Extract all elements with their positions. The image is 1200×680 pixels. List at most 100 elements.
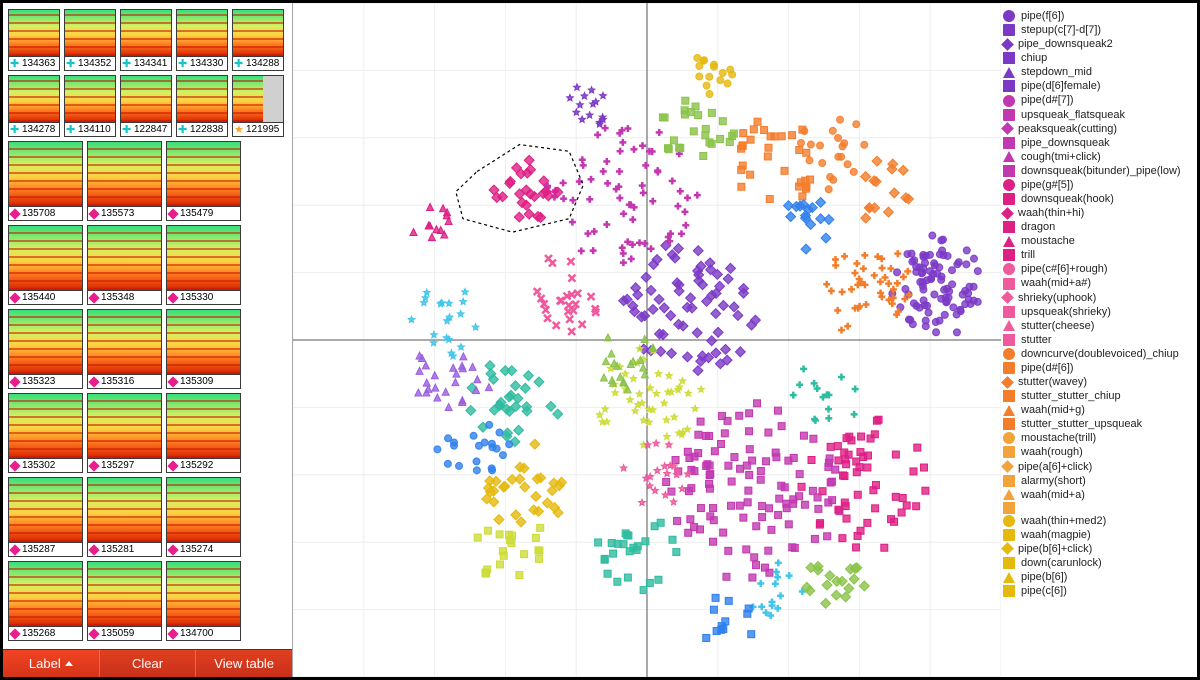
thumbnail-label: 135309 (167, 374, 240, 388)
legend-item[interactable]: down(carunlock) (1003, 556, 1193, 570)
thumbnail-marker-icon (66, 59, 76, 69)
thumbnail[interactable]: 134363 (8, 9, 60, 71)
spectrogram-icon (65, 10, 115, 56)
legend-label: pipe_downsqueak2 (1018, 37, 1113, 51)
legend-item[interactable]: pipe(c[6]) (1003, 584, 1193, 598)
legend-item[interactable]: stutter (1003, 333, 1193, 347)
legend-item[interactable]: pipe(d[6]female) (1003, 79, 1193, 93)
legend-swatch-icon (1001, 122, 1014, 135)
legend-item[interactable]: pipe_downsqueak (1003, 136, 1193, 150)
thumbnail[interactable]: 135302 (8, 393, 83, 473)
thumbnail-label: 135274 (167, 542, 240, 556)
legend-item[interactable]: pipe(d#[7]) (1003, 93, 1193, 107)
thumbnail[interactable]: 135309 (166, 309, 241, 389)
legend-label: peaksqueak(cutting) (1018, 122, 1117, 136)
legend-panel[interactable]: pipe(f[6])stepup(c[7]-d[7])pipe_downsque… (1001, 3, 1197, 677)
legend-item[interactable]: moustache (1003, 234, 1193, 248)
thumbnail[interactable]: 135281 (87, 477, 162, 557)
thumbnail[interactable]: 134330 (176, 9, 228, 71)
legend-item[interactable]: pipe(c#[6]+rough) (1003, 262, 1193, 276)
spectrogram-icon (88, 310, 161, 374)
legend-item[interactable]: waah(thin+hi) (1003, 206, 1193, 220)
thumbnail[interactable]: 135348 (87, 225, 162, 305)
thumbnail[interactable]: 135297 (87, 393, 162, 473)
thumbnail[interactable]: 135330 (166, 225, 241, 305)
legend-item[interactable]: dragon (1003, 220, 1193, 234)
thumbnail[interactable]: 135479 (166, 141, 241, 221)
thumbnail-id: 135281 (101, 544, 134, 555)
legend-item[interactable]: moustache(trill) (1003, 431, 1193, 445)
thumbnail[interactable]: 135573 (87, 141, 162, 221)
legend-item[interactable]: pipe(a[6]+click) (1003, 460, 1193, 474)
legend-item[interactable]: waah(mid+a#) (1003, 276, 1193, 290)
view-table-button[interactable]: View table (196, 650, 292, 677)
legend-item[interactable] (1003, 502, 1193, 514)
legend-item[interactable]: shrieky(uphook) (1003, 291, 1193, 305)
legend-item[interactable]: stepup(c[7]-d[7]) (1003, 23, 1193, 37)
legend-item[interactable]: trill (1003, 248, 1193, 262)
legend-item[interactable]: pipe(f[6]) (1003, 9, 1193, 23)
legend-item[interactable]: stutter(wavey) (1003, 375, 1193, 389)
label-button[interactable]: Label (3, 650, 100, 677)
legend-item[interactable]: upsqueak(shrieky) (1003, 305, 1193, 319)
legend-item[interactable]: pipe(b[6]+click) (1003, 542, 1193, 556)
legend-item[interactable]: chiup (1003, 51, 1193, 65)
legend-item[interactable]: waah(thin+med2) (1003, 514, 1193, 528)
thumbnail[interactable]: 122847 (120, 75, 172, 137)
thumbnail-id: 134341 (134, 58, 167, 69)
thumbnail[interactable]: 121995 (232, 75, 284, 137)
legend-label: pipe(f[6]) (1021, 9, 1064, 23)
legend-label: upsqueak(shrieky) (1021, 305, 1111, 319)
thumbnail[interactable]: 135059 (87, 561, 162, 641)
thumbnail-marker-icon (167, 376, 178, 387)
legend-item[interactable]: upsqueak_flatsqueak (1003, 108, 1193, 122)
thumbnail[interactable]: 135316 (87, 309, 162, 389)
legend-item[interactable]: peaksqueak(cutting) (1003, 122, 1193, 136)
scatter-plot[interactable] (293, 3, 1001, 677)
legend-item[interactable]: cough(tmi+click) (1003, 150, 1193, 164)
thumbnail-marker-icon (167, 292, 178, 303)
thumbnail-marker-icon (9, 460, 20, 471)
thumbnail[interactable]: 135287 (8, 477, 83, 557)
legend-item[interactable]: downcurve(doublevoiced)_chiup (1003, 347, 1193, 361)
thumbnail[interactable]: 135323 (8, 309, 83, 389)
thumbnail[interactable]: 135268 (8, 561, 83, 641)
legend-item[interactable]: alarmy(short) (1003, 474, 1193, 488)
thumbnail[interactable]: 134110 (64, 75, 116, 137)
thumbnail[interactable]: 122838 (176, 75, 228, 137)
spectrogram-icon (88, 142, 161, 206)
legend-swatch-icon (1003, 151, 1015, 162)
legend-item[interactable]: stutter_stutter_upsqueak (1003, 417, 1193, 431)
legend-item[interactable]: waah(mid+a) (1003, 488, 1193, 502)
thumbnail-gallery[interactable]: 134363134352 134341 134330 134288 1342781341… (3, 3, 292, 649)
legend-item[interactable]: waah(mid+g) (1003, 403, 1193, 417)
spectrogram-icon (9, 478, 82, 542)
thumbnail[interactable]: 135292 (166, 393, 241, 473)
legend-item[interactable]: waah(magpie) (1003, 528, 1193, 542)
thumbnail[interactable]: 134341 (120, 9, 172, 71)
legend-item[interactable]: pipe(d#[6]) (1003, 361, 1193, 375)
legend-item[interactable]: pipe(b[6]) (1003, 570, 1193, 584)
legend-item[interactable]: downsqueak(bitunder)_pipe(low) (1003, 164, 1193, 178)
legend-item[interactable]: downsqueak(hook) (1003, 192, 1193, 206)
legend-item[interactable]: waah(rough) (1003, 445, 1193, 459)
legend-item[interactable]: stepdown_mid (1003, 65, 1193, 79)
clear-button[interactable]: Clear (100, 650, 197, 677)
spectrogram-icon (9, 226, 82, 290)
spectrogram-icon (65, 76, 115, 122)
thumbnail[interactable]: 135440 (8, 225, 83, 305)
legend-item[interactable]: stutter_stutter_chiup (1003, 389, 1193, 403)
legend-item[interactable]: pipe_downsqueak2 (1003, 37, 1193, 51)
thumbnail-marker-icon (167, 628, 178, 639)
thumbnail[interactable]: 134700 (166, 561, 241, 641)
thumbnail[interactable]: 134352 (64, 9, 116, 71)
thumbnail[interactable]: 135708 (8, 141, 83, 221)
legend-item[interactable]: stutter(cheese) (1003, 319, 1193, 333)
thumbnail-label: 134288 (233, 56, 283, 70)
thumbnail[interactable]: 135274 (166, 477, 241, 557)
thumbnail-marker-icon (122, 59, 132, 69)
legend-item[interactable]: pipe(g#[5]) (1003, 178, 1193, 192)
thumbnail[interactable]: 134288 (232, 9, 284, 71)
thumbnail[interactable]: 134278 (8, 75, 60, 137)
spectrogram-icon (88, 226, 161, 290)
